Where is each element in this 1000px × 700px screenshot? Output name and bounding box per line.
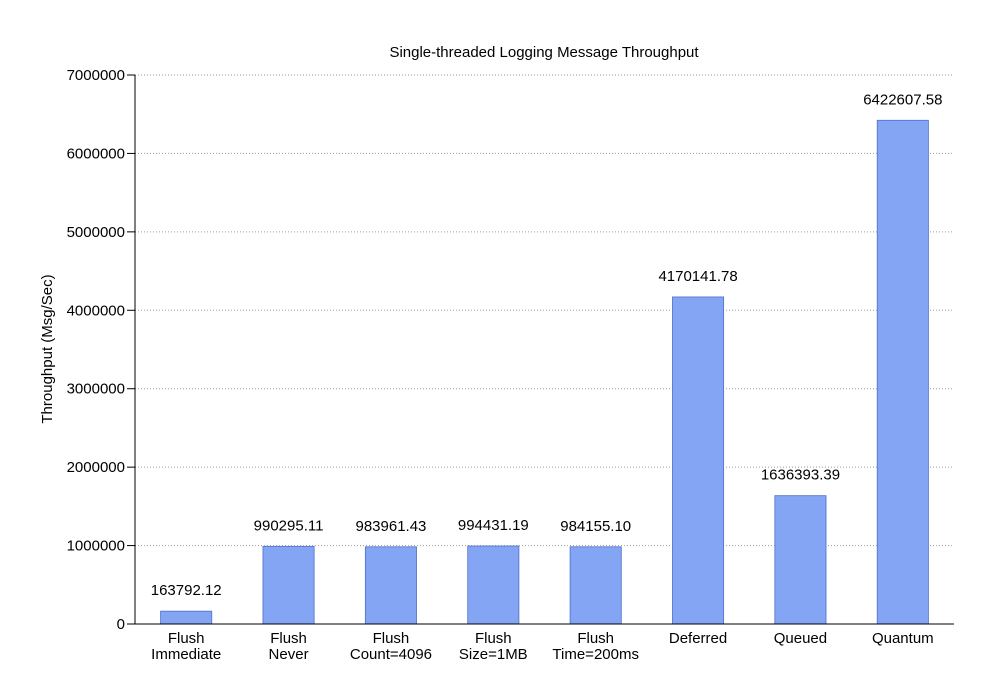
bar-value-label: 984155.10 <box>560 518 631 535</box>
bar-value-label: 994431.19 <box>458 517 529 534</box>
x-tick-label-line: Deferred <box>669 630 727 647</box>
x-tick-label-line: Flush <box>577 630 614 647</box>
x-tick-label-line: Count=4096 <box>350 646 432 663</box>
x-tick-label-line: Immediate <box>151 646 221 663</box>
y-tick-label: 5000000 <box>67 224 125 241</box>
bar <box>876 119 929 625</box>
bar-value-label: 4170141.78 <box>658 268 737 285</box>
y-tick-label: 4000000 <box>67 302 125 319</box>
x-tick-label: Quantum <box>872 630 934 647</box>
x-tick-label: Flush Time=200ms <box>552 630 639 663</box>
axes <box>127 74 954 625</box>
bar-value-label: 983961.43 <box>355 518 426 535</box>
x-tick-label-line: Quantum <box>872 630 934 647</box>
bars <box>160 119 929 625</box>
y-tick-label: 2000000 <box>67 459 125 476</box>
x-tick-label-line: Flush <box>373 630 410 647</box>
labels: 0 1000000 2000000 3000000 4000000 5000000 6000… <box>67 67 943 663</box>
bar-value-label: 6422607.58 <box>863 91 942 108</box>
bar <box>160 610 213 625</box>
bar-value-label: 1636393.39 <box>761 467 840 484</box>
x-tick-label: Flush Size=1MB <box>459 630 528 663</box>
x-tick-label-line: Time=200ms <box>552 646 639 663</box>
x-tick-label-line: Flush <box>270 630 307 647</box>
y-tick-label: 7000000 <box>67 67 125 84</box>
y-tick-label: 6000000 <box>67 145 125 162</box>
x-tick-label-line: Queued <box>774 630 827 647</box>
bar <box>467 545 520 625</box>
bar-value-label: 163792.12 <box>151 582 222 599</box>
chart-title: Single-threaded Logging Message Throughp… <box>389 44 699 61</box>
bar <box>569 546 622 625</box>
x-tick-label-line: Flush <box>168 630 205 647</box>
x-tick-label-line: Flush <box>475 630 512 647</box>
x-tick-label-line: Never <box>269 646 309 663</box>
x-tick-label: Flush Never <box>269 630 309 663</box>
y-tick-label: 0 <box>117 616 125 633</box>
bar <box>364 546 417 625</box>
bar <box>672 296 725 625</box>
y-tick-label: 3000000 <box>67 381 125 398</box>
x-tick-label: Flush Count=4096 <box>350 630 432 663</box>
y-tick-label: 1000000 <box>67 538 125 555</box>
bar <box>774 495 827 625</box>
y-axis-label: Throughput (Msg/Sec) <box>39 274 56 423</box>
x-tick-label: Flush Immediate <box>151 630 221 663</box>
x-tick-label: Deferred <box>669 630 727 647</box>
x-tick-label: Queued <box>774 630 827 647</box>
bar <box>262 545 315 625</box>
x-tick-label-line: Size=1MB <box>459 646 528 663</box>
bar-value-label: 990295.11 <box>254 517 324 534</box>
